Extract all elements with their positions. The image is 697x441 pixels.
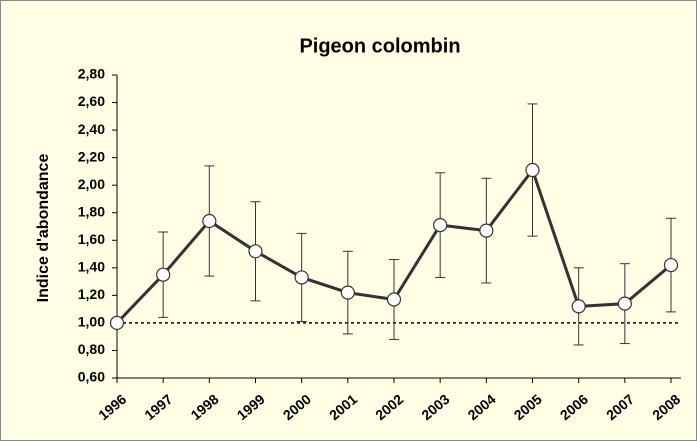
y-tick-label: 1,60 [78, 231, 105, 247]
y-tick-label: 2,60 [78, 93, 105, 109]
y-tick-label: 2,80 [78, 66, 105, 82]
data-point [202, 213, 217, 229]
y-tick-label: 1,00 [78, 314, 105, 330]
data-point [109, 315, 125, 331]
data-point [340, 285, 355, 300]
data-point [479, 223, 494, 238]
data-point [617, 296, 632, 311]
y-tick-label: 0,60 [78, 369, 105, 385]
data-point [433, 218, 448, 233]
chart-title: Pigeon colombin [299, 35, 460, 57]
y-tick-label: 1,40 [78, 259, 105, 275]
data-point [571, 299, 586, 314]
y-tick-label: 2,40 [78, 121, 105, 137]
y-tick-label: 1,80 [78, 203, 105, 219]
y-axis-label: Indice d'abondance [35, 154, 52, 303]
y-tick-label: 0,80 [78, 341, 105, 357]
data-point [663, 257, 679, 273]
y-tick-label: 2,00 [78, 176, 105, 192]
data-point [386, 292, 402, 307]
data-point [156, 267, 171, 282]
y-tick-label: 2,20 [78, 148, 105, 164]
data-point [294, 270, 309, 285]
y-tick-label: 1,20 [78, 286, 105, 302]
data-point [248, 244, 263, 259]
data-point [525, 162, 540, 178]
